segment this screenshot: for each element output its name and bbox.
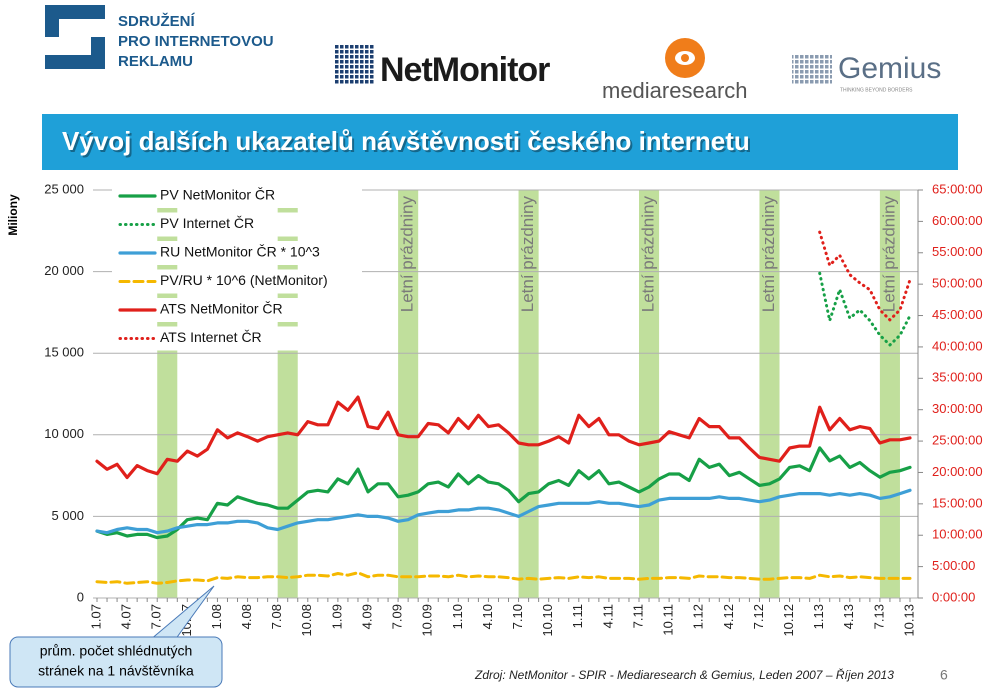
x-tick-label: 4.07 <box>119 604 134 629</box>
x-tick-label: 1.08 <box>209 604 224 629</box>
y2-tick-label: 35:00:00 <box>932 370 983 385</box>
y2-tick-label: 40:00:00 <box>932 338 983 353</box>
legend-label: ATS NetMonitor ČR <box>160 301 283 317</box>
x-tick-label: 7.12 <box>751 604 766 629</box>
title-bar <box>42 114 958 170</box>
spir-logo <box>45 5 105 69</box>
x-tick-label: 4.13 <box>841 604 856 629</box>
band-label: Letní prázdniny <box>639 196 658 313</box>
x-tick-label: 1.11 <box>570 604 585 628</box>
legend-label: ATS Internet ČR <box>160 329 262 345</box>
holiday-band <box>759 190 780 598</box>
x-tick-label: 1.09 <box>329 604 344 629</box>
y2-tick-label: 30:00:00 <box>932 401 983 416</box>
source-note: Zdroj: NetMonitor - SPIR - Mediaresearch… <box>474 667 894 682</box>
gemius-tagline: THINKING BEYOND BORDERS <box>840 87 913 93</box>
x-tick-label: 4.08 <box>239 604 254 629</box>
series-line <box>95 395 912 480</box>
gemius-logo: Gemius <box>838 52 941 85</box>
x-tick-label: 7.13 <box>871 604 886 629</box>
series-line <box>95 571 912 585</box>
header: SDRUŽENÍ PRO INTERNETOVOU REKLAMU NetMon… <box>42 5 958 170</box>
x-tick-label: 4.09 <box>359 604 374 629</box>
x-tick-label: 7.07 <box>149 604 164 629</box>
y2-tick-label: 65:00:00 <box>932 181 983 196</box>
series-line <box>818 271 912 347</box>
series-line <box>95 446 912 540</box>
netmonitor-icon <box>335 45 375 85</box>
x-tick-label: 7.09 <box>390 604 405 629</box>
y2-tick-label: 10:00:00 <box>932 527 983 542</box>
org-name: SDRUŽENÍ <box>118 12 196 30</box>
legend-label: PV/RU * 10^6 (NetMonitor) <box>160 272 328 288</box>
x-tick-label: 4.11 <box>600 604 615 628</box>
org-name: PRO INTERNETOVOU <box>118 33 274 50</box>
slide-title: Vývoj dalších ukazatelů návštěvnosti čes… <box>62 126 750 156</box>
callout-text: prům. počet shlédnutých <box>40 643 193 659</box>
icon-part <box>681 54 689 62</box>
x-tick-label: 10.09 <box>420 604 435 637</box>
y2-tick-label: 50:00:00 <box>932 276 983 291</box>
y2-tick-label: 0:00:00 <box>932 589 975 604</box>
band-label: Letní prázdniny <box>518 196 537 313</box>
legend-label: PV NetMonitor ČR <box>160 187 275 203</box>
y2-tick-label: 5:00:00 <box>932 558 975 573</box>
y-tick-label: 10 000 <box>44 426 84 441</box>
x-tick-label: 1.13 <box>811 604 826 629</box>
y2-tick-label: 15:00:00 <box>932 495 983 510</box>
band-label: Letní prázdniny <box>879 196 898 313</box>
org-name: REKLAMU <box>118 53 193 70</box>
x-tick-label: 1.12 <box>691 604 706 629</box>
x-tick-label: 7.11 <box>630 604 645 628</box>
x-tick-label: 7.08 <box>269 604 284 629</box>
band-label: Letní prázdniny <box>398 196 417 313</box>
callout-box <box>9 636 223 688</box>
callout: prům. počet shlédnutých stránek na 1 náv… <box>9 585 223 688</box>
x-tick-label: 10.11 <box>661 604 676 636</box>
y-tick-label: 20 000 <box>44 263 84 278</box>
mediaresearch-logo: mediaresearch <box>602 78 748 103</box>
x-tick-label: 7.10 <box>510 604 525 629</box>
netmonitor-logo: NetMonitor <box>380 51 550 89</box>
y-tick-label: 0 <box>77 589 84 604</box>
x-tick-label: 1.07 <box>88 604 103 629</box>
y-axis-label: Miliony <box>6 194 20 236</box>
y-tick-label: 5 000 <box>51 508 84 523</box>
x-tick-label: 4.10 <box>480 604 495 629</box>
x-tick-label: 1.10 <box>450 604 465 629</box>
page-number: 6 <box>940 667 948 683</box>
x-tick-label: 4.12 <box>721 604 736 629</box>
y2-tick-label: 55:00:00 <box>932 244 983 259</box>
callout-text: stránek na 1 návštěvníka <box>38 663 194 679</box>
legend-label: RU NetMonitor ČR * 10^3 <box>160 244 320 260</box>
holiday-band <box>639 190 660 598</box>
y-tick-label: 15 000 <box>44 345 84 360</box>
series-line <box>818 230 912 322</box>
title-shadow: Vývoj dalších ukazatelů návštěvnosti čes… <box>64 128 752 158</box>
x-tick-label: 10.08 <box>299 604 314 637</box>
chart: Letní prázdniny Letní prázdniny Letní práz… <box>44 181 982 636</box>
gemius-icon <box>792 55 832 85</box>
y-tick-label: 25 000 <box>44 181 84 196</box>
x-tick-label: 10.10 <box>540 604 555 637</box>
x-tick-label: 10.13 <box>901 604 916 637</box>
band-label: Letní prázdniny <box>759 196 778 313</box>
y2-tick-label: 45:00:00 <box>932 307 983 322</box>
legend-label: PV Internet ČR <box>160 215 254 231</box>
x-tick-label: 10.12 <box>781 604 796 637</box>
y2-tick-label: 60:00:00 <box>932 213 983 228</box>
y2-tick-label: 20:00:00 <box>932 464 983 479</box>
y2-tick-label: 25:00:00 <box>932 433 983 448</box>
series-line <box>95 488 912 535</box>
